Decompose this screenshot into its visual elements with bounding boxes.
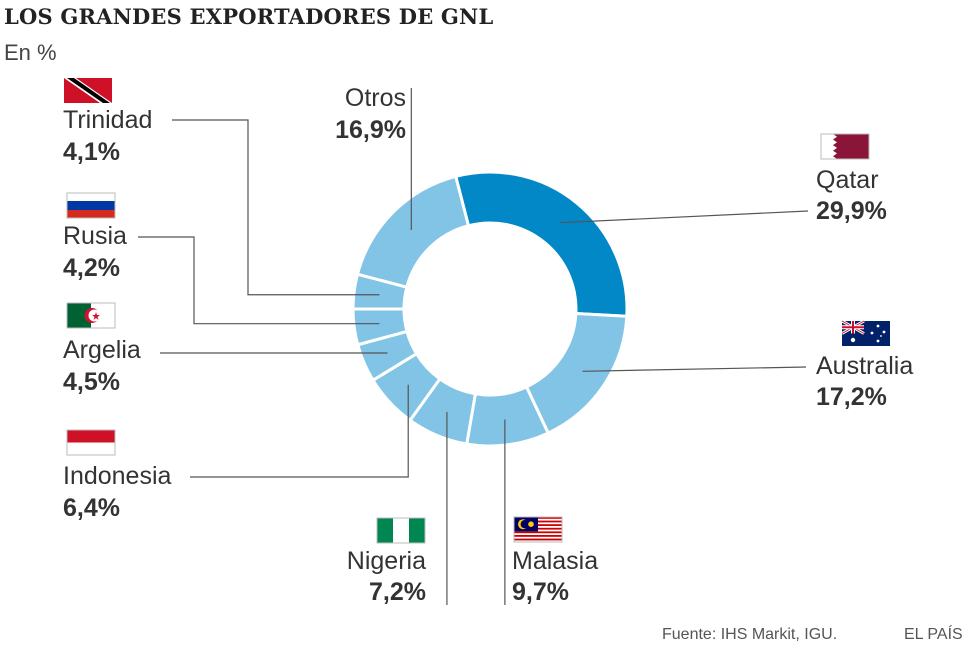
australia-flag bbox=[841, 319, 890, 346]
indonesia-flag bbox=[66, 429, 116, 456]
slice-label-rusia: Rusia bbox=[63, 222, 127, 250]
slice-label-argelia: Argelia bbox=[63, 336, 141, 364]
chart-subtitle: En % bbox=[4, 40, 57, 65]
algeria-flag bbox=[66, 302, 116, 329]
slice-otros bbox=[355, 174, 471, 289]
slice-value-trinidad: 4,1% bbox=[63, 138, 120, 166]
donut-slices bbox=[351, 170, 629, 448]
slice-value-malasia: 9,7% bbox=[512, 578, 569, 606]
leader-trinidad bbox=[172, 119, 380, 296]
brand-logo: EL PAÍS bbox=[904, 626, 963, 643]
leader-australia bbox=[582, 366, 807, 372]
slice-australia bbox=[524, 311, 629, 436]
nigeria-flag bbox=[376, 517, 426, 544]
russia-flag bbox=[66, 192, 116, 219]
slice-label-australia: Australia bbox=[816, 352, 913, 380]
trinidad-flag bbox=[64, 78, 112, 103]
malaysia-flag bbox=[513, 516, 563, 543]
leader-lines bbox=[138, 88, 809, 605]
slice-qatar bbox=[453, 170, 629, 318]
leader-qatar bbox=[560, 210, 809, 224]
slice-value-qatar: 29,9% bbox=[816, 197, 887, 225]
slice-label-qatar: Qatar bbox=[816, 166, 879, 194]
leader-rusia bbox=[138, 236, 380, 325]
slice-label-indonesia: Indonesia bbox=[63, 462, 172, 490]
slice-value-argelia: 4,5% bbox=[63, 368, 120, 396]
slice-label-trinidad: Trinidad bbox=[63, 106, 152, 134]
slice-value-rusia: 4,2% bbox=[63, 254, 120, 282]
leader-indonesia bbox=[190, 384, 409, 478]
slice-label-otros: Otros bbox=[345, 84, 406, 112]
slice-value-otros: 16,9% bbox=[335, 116, 406, 144]
slice-label-malasia: Malasia bbox=[512, 547, 598, 575]
slice-value-indonesia: 6,4% bbox=[63, 494, 120, 522]
source-note: Fuente: IHS Markit, IGU. bbox=[662, 626, 838, 643]
slice-value-australia: 17,2% bbox=[816, 383, 887, 411]
slice-value-nigeria: 7,2% bbox=[369, 578, 426, 606]
chart-title: LOS GRANDES EXPORTADORES DE GNL bbox=[4, 4, 494, 29]
qatar-flag bbox=[820, 133, 870, 160]
slice-label-nigeria: Nigeria bbox=[347, 547, 426, 575]
